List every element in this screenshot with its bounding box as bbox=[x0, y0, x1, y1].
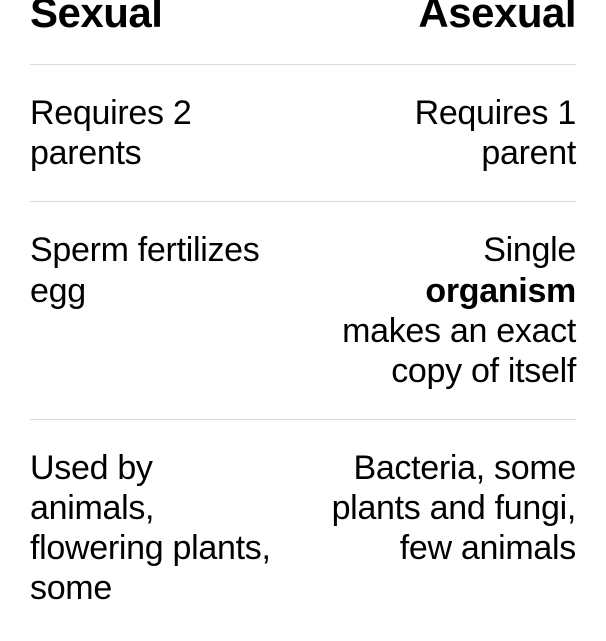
cell-right: Single organism makes an exact copy of i… bbox=[325, 230, 576, 390]
header-right: Asexual bbox=[325, 0, 576, 36]
table-row: Used by animals, flowering plants, some … bbox=[30, 420, 576, 636]
cell-right: Bacteria, some plants and fungi, few ani… bbox=[325, 448, 576, 568]
cell-right-pre: Single bbox=[483, 231, 576, 269]
table-row: Sperm fertilizes egg Single organism mak… bbox=[30, 202, 576, 419]
cell-left: Requires 2 parents bbox=[30, 93, 281, 173]
cell-right: Requires 1 parent bbox=[325, 93, 576, 173]
cell-right-bold: organism bbox=[425, 272, 576, 310]
table-row: Requires 2 parents Requires 1 parent bbox=[30, 65, 576, 202]
cell-left: Sperm fertilizes egg bbox=[30, 230, 281, 310]
comparison-table: Sexual Asexual Requires 2 parents Requir… bbox=[0, 0, 606, 641]
cell-right-post: makes an exact copy of itself bbox=[342, 312, 576, 390]
cell-left: Used by animals, flowering plants, some bbox=[30, 448, 281, 608]
header-left: Sexual bbox=[30, 0, 281, 36]
table-header-row: Sexual Asexual bbox=[30, 0, 576, 65]
